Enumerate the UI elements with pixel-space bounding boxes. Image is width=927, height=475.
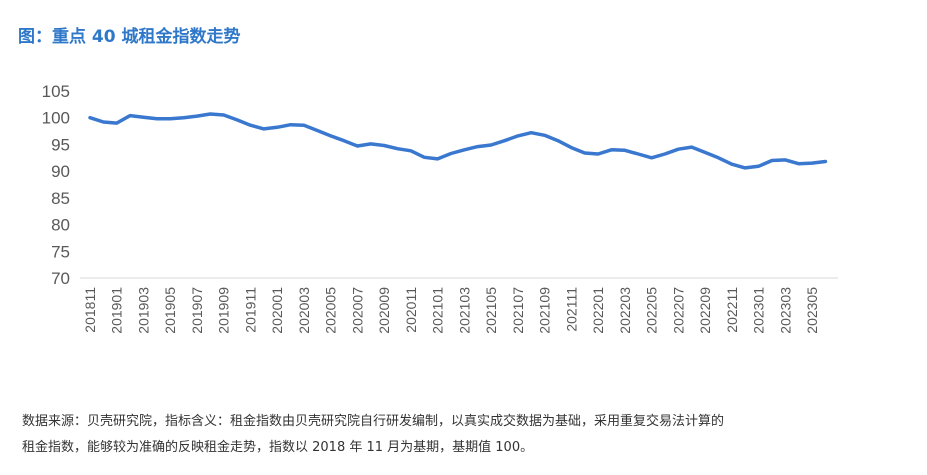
x-tick-label: 202105 bbox=[483, 287, 499, 334]
x-tick-label: 202109 bbox=[537, 287, 553, 334]
x-tick-label: 202101 bbox=[430, 287, 446, 334]
x-tick-label: 201811 bbox=[82, 287, 98, 333]
x-tick-label: 202305 bbox=[804, 287, 820, 334]
x-tick-label: 202005 bbox=[323, 287, 339, 334]
x-tick-label: 202107 bbox=[510, 287, 526, 334]
x-tick-label: 201903 bbox=[135, 287, 151, 334]
x-tick-label: 202111 bbox=[563, 287, 579, 332]
x-tick-label: 201907 bbox=[189, 287, 205, 334]
x-tick-label: 201905 bbox=[162, 287, 178, 334]
x-tick-label: 202007 bbox=[349, 287, 365, 334]
footnote-line-2: 租金指数，能够较为准确的反映租金走势，指数以 2018 年 11 月为基期，基期… bbox=[22, 440, 534, 455]
x-tick-label: 202003 bbox=[296, 287, 312, 334]
x-tick-label: 202103 bbox=[456, 287, 472, 334]
y-tick-label: 70 bbox=[51, 269, 70, 288]
series-line bbox=[88, 112, 828, 170]
x-tick-label: 202201 bbox=[590, 287, 606, 334]
line-chart: 70 75 80 85 90 95 100 105 201811 201901 201903 2019… bbox=[42, 82, 838, 334]
x-tick-label: 202301 bbox=[751, 287, 767, 334]
x-tick-label: 202011 bbox=[403, 287, 419, 333]
x-tick-label: 201909 bbox=[216, 287, 232, 334]
footnote-line-1: 数据来源：贝壳研究院，指标含义：租金指数由贝壳研究院自行研发编制，以真实成交数据… bbox=[22, 414, 725, 429]
x-tick-label: 202209 bbox=[697, 287, 713, 334]
x-tick-label: 202211 bbox=[724, 287, 740, 333]
y-tick-label: 100 bbox=[42, 109, 70, 128]
x-tick-label: 202203 bbox=[617, 287, 633, 334]
x-tick-label: 201911 bbox=[242, 287, 258, 333]
x-tick-label: 202303 bbox=[777, 287, 793, 334]
y-tick-label: 85 bbox=[51, 189, 70, 208]
x-tick-label: 202001 bbox=[269, 287, 285, 334]
y-tick-label: 80 bbox=[51, 216, 70, 235]
chart-title: 图：重点 40 城租金指数走势 bbox=[18, 27, 241, 47]
x-tick-label: 202205 bbox=[644, 287, 660, 334]
x-tick-label: 201901 bbox=[109, 287, 125, 334]
x-tick-label: 202207 bbox=[670, 287, 686, 334]
y-tick-label: 90 bbox=[51, 162, 70, 181]
x-tick-label: 202009 bbox=[376, 287, 392, 334]
y-tick-label: 105 bbox=[42, 82, 70, 101]
y-tick-label: 75 bbox=[51, 242, 70, 261]
y-tick-label: 95 bbox=[51, 135, 70, 154]
